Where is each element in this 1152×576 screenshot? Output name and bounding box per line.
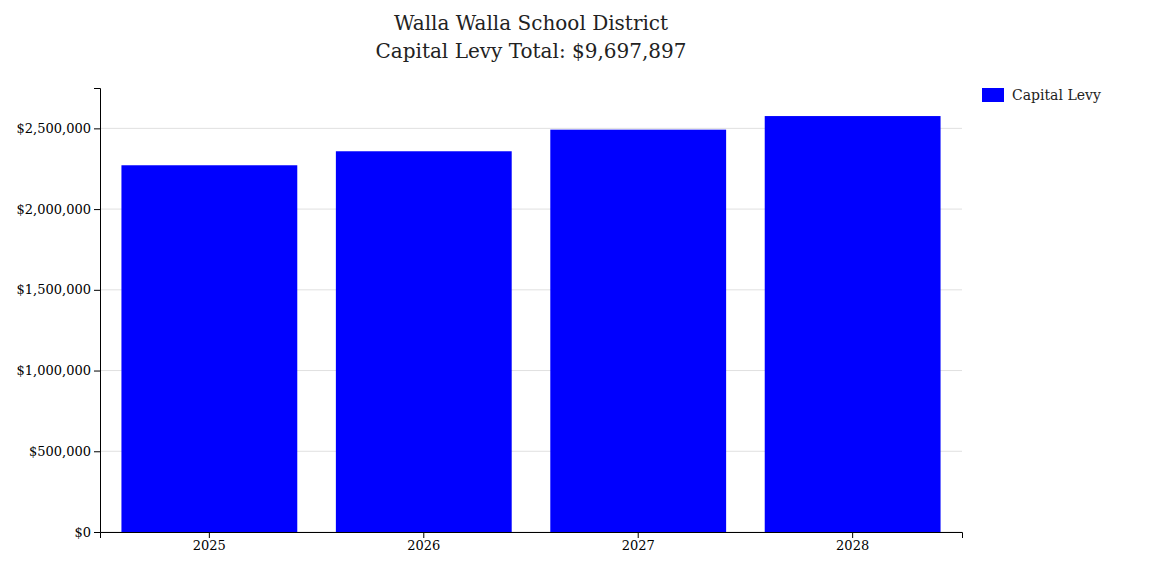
bar <box>121 165 297 532</box>
legend-item: Capital Levy <box>982 87 1101 103</box>
y-tick: $500,000 <box>29 444 100 459</box>
x-axis: 2025 2026 2027 2028 <box>101 532 963 553</box>
x-tick-mark <box>638 532 639 538</box>
y-tick-label: $0 <box>74 525 91 540</box>
x-tick-label: 2026 <box>407 538 440 553</box>
y-tick-label: $1,000,000 <box>17 363 91 378</box>
y-tick-label: $2,500,000 <box>17 121 91 136</box>
legend-swatch <box>982 88 1004 102</box>
y-tick: $0 <box>74 525 100 540</box>
chart: Walla Walla School District Capital Levy … <box>0 0 1152 576</box>
y-tick: $1,000,000 <box>17 363 100 378</box>
y-tick-mark <box>94 371 100 372</box>
x-tick-label: 2027 <box>622 538 655 553</box>
plot: 2025 2026 2027 2028 $0 $500,000 $1,000,000 $1,5… <box>17 87 1101 553</box>
x-tick-label: 2025 <box>193 538 226 553</box>
y-tick: $2,500,000 <box>17 121 100 136</box>
y-tick-mark <box>94 290 100 291</box>
bar <box>765 116 941 532</box>
x-tick: 2028 <box>836 532 869 553</box>
x-tick: 2025 <box>193 532 226 553</box>
bar <box>550 130 726 532</box>
marks <box>121 116 940 532</box>
bar <box>336 151 512 532</box>
y-tick-mark <box>94 128 100 129</box>
title-group: Walla Walla School District Capital Levy … <box>375 11 686 63</box>
x-tick-label: 2028 <box>836 538 869 553</box>
y-tick-label: $1,500,000 <box>17 282 91 297</box>
x-tick-mark <box>852 532 853 538</box>
y-tick-mark <box>94 532 100 533</box>
y-axis: $0 $500,000 $1,000,000 $1,500,000 $2,000,000… <box>17 89 101 540</box>
y-tick-mark <box>94 451 100 452</box>
y-tick-label: $2,000,000 <box>17 202 91 217</box>
legend: Capital Levy <box>982 87 1101 103</box>
y-tick-mark <box>94 209 100 210</box>
subtitle: Capital Levy Total: $9,697,897 <box>375 39 686 63</box>
title: Walla Walla School District <box>394 11 668 35</box>
x-tick-mark <box>423 532 424 538</box>
x-tick: 2026 <box>407 532 440 553</box>
x-tick: 2027 <box>622 532 655 553</box>
y-tick: $2,000,000 <box>17 202 100 217</box>
y-tick-label: $500,000 <box>29 444 91 459</box>
y-axis-line <box>94 89 101 533</box>
x-axis-line <box>101 533 963 539</box>
bar-series <box>121 116 940 532</box>
legend-label: Capital Levy <box>1012 87 1101 103</box>
x-tick-mark <box>209 532 210 538</box>
y-tick: $1,500,000 <box>17 282 100 297</box>
